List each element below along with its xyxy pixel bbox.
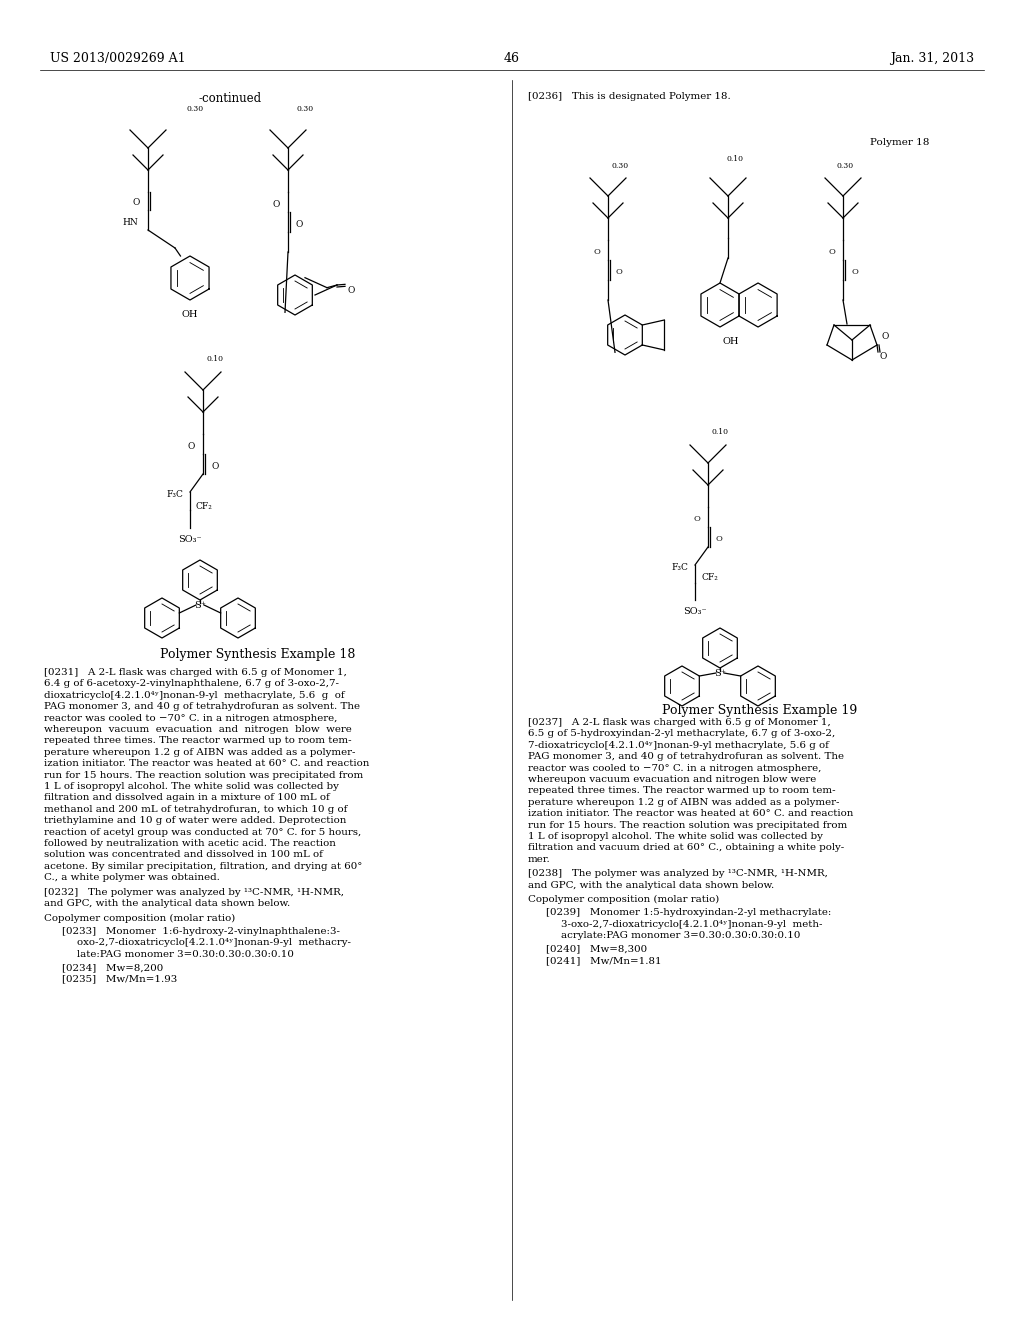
Text: 0.10: 0.10 xyxy=(207,355,223,363)
Text: O: O xyxy=(133,198,140,207)
Text: and GPC, with the analytical data shown below.: and GPC, with the analytical data shown … xyxy=(528,880,774,890)
Text: perature whereupon 1.2 g of AIBN was added as a polymer-: perature whereupon 1.2 g of AIBN was add… xyxy=(528,797,840,807)
Text: followed by neutralization with acetic acid. The reaction: followed by neutralization with acetic a… xyxy=(44,840,336,847)
Text: PAG monomer 3, and 40 g of tetrahydrofuran as solvent. The: PAG monomer 3, and 40 g of tetrahydrofur… xyxy=(528,752,844,762)
Text: [0238]   The polymer was analyzed by ¹³C-NMR, ¹H-NMR,: [0238] The polymer was analyzed by ¹³C-N… xyxy=(528,869,827,878)
Text: -continued: -continued xyxy=(199,92,261,106)
Text: acetone. By similar precipitation, filtration, and drying at 60°: acetone. By similar precipitation, filtr… xyxy=(44,862,362,871)
Text: mer.: mer. xyxy=(528,855,551,863)
Text: 0.10: 0.10 xyxy=(726,154,743,162)
Text: 6.4 g of 6-acetoxy-2-vinylnaphthalene, 6.7 g of 3-oxo-2,7-: 6.4 g of 6-acetoxy-2-vinylnaphthalene, 6… xyxy=(44,680,339,689)
Text: 0.30: 0.30 xyxy=(186,106,204,114)
Text: O: O xyxy=(593,248,600,256)
Text: Copolymer composition (molar ratio): Copolymer composition (molar ratio) xyxy=(528,895,719,904)
Text: oxo-2,7-dioxatricyclo[4.2.1.0⁴ʸ]nonan-9-yl  methacry-: oxo-2,7-dioxatricyclo[4.2.1.0⁴ʸ]nonan-9-… xyxy=(77,939,351,948)
Text: repeated three times. The reactor warmed up to room tem-: repeated three times. The reactor warmed… xyxy=(528,787,836,796)
Text: Polymer Synthesis Example 18: Polymer Synthesis Example 18 xyxy=(161,648,355,661)
Text: [0236]   This is designated Polymer 18.: [0236] This is designated Polymer 18. xyxy=(528,92,731,102)
Text: O: O xyxy=(616,268,623,276)
Text: perature whereupon 1.2 g of AIBN was added as a polymer-: perature whereupon 1.2 g of AIBN was add… xyxy=(44,748,355,756)
Text: 0.30: 0.30 xyxy=(837,162,854,170)
Text: HN: HN xyxy=(122,218,138,227)
Text: run for 15 hours. The reaction solution was precipitated from: run for 15 hours. The reaction solution … xyxy=(528,821,847,829)
Text: [0232]   The polymer was analyzed by ¹³C-NMR, ¹H-NMR,: [0232] The polymer was analyzed by ¹³C-N… xyxy=(44,887,344,896)
Text: [0233]   Monomer  1:6-hydroxy-2-vinylnaphthalene:3-: [0233] Monomer 1:6-hydroxy-2-vinylnaphth… xyxy=(62,927,340,936)
Text: [0235]   Mw/Mn=1.93: [0235] Mw/Mn=1.93 xyxy=(62,974,177,983)
Text: reactor was cooled to −70° C. in a nitrogen atmosphere,: reactor was cooled to −70° C. in a nitro… xyxy=(528,763,821,772)
Text: 0.10: 0.10 xyxy=(712,428,728,436)
Text: O: O xyxy=(211,462,218,471)
Text: O: O xyxy=(882,333,890,341)
Text: triethylamine and 10 g of water were added. Deprotection: triethylamine and 10 g of water were add… xyxy=(44,816,346,825)
Text: O: O xyxy=(347,286,354,296)
Text: O: O xyxy=(828,248,835,256)
Text: late:PAG monomer 3=0.30:0.30:0.30:0.10: late:PAG monomer 3=0.30:0.30:0.30:0.10 xyxy=(77,949,294,958)
Text: reaction of acetyl group was conducted at 70° C. for 5 hours,: reaction of acetyl group was conducted a… xyxy=(44,828,361,837)
Text: [0241]   Mw/Mn=1.81: [0241] Mw/Mn=1.81 xyxy=(546,956,662,965)
Text: O: O xyxy=(272,201,280,209)
Text: whereupon vacuum evacuation and nitrogen blow were: whereupon vacuum evacuation and nitrogen… xyxy=(528,775,816,784)
Text: S⁺: S⁺ xyxy=(194,601,206,610)
Text: run for 15 hours. The reaction solution was precipitated from: run for 15 hours. The reaction solution … xyxy=(44,771,364,780)
Text: 1 L of isopropyl alcohol. The white solid was collected by: 1 L of isopropyl alcohol. The white soli… xyxy=(44,781,339,791)
Text: repeated three times. The reactor warmed up to room tem-: repeated three times. The reactor warmed… xyxy=(44,737,351,746)
Text: whereupon  vacuum  evacuation  and  nitrogen  blow  were: whereupon vacuum evacuation and nitrogen… xyxy=(44,725,352,734)
Text: F₃C: F₃C xyxy=(166,490,183,499)
Text: [0239]   Monomer 1:5-hydroxyindan-2-yl methacrylate:: [0239] Monomer 1:5-hydroxyindan-2-yl met… xyxy=(546,908,831,917)
Text: SO₃⁻: SO₃⁻ xyxy=(178,535,202,544)
Text: Polymer Synthesis Example 19: Polymer Synthesis Example 19 xyxy=(663,704,858,717)
Text: solution was concentrated and dissolved in 100 mL of: solution was concentrated and dissolved … xyxy=(44,850,323,859)
Text: 3-oxo-2,7-dioxatricyclo[4.2.1.0⁴ʸ]nonan-9-yl  meth-: 3-oxo-2,7-dioxatricyclo[4.2.1.0⁴ʸ]nonan-… xyxy=(561,920,822,929)
Text: O: O xyxy=(296,220,303,228)
Text: reactor was cooled to −70° C. in a nitrogen atmosphere,: reactor was cooled to −70° C. in a nitro… xyxy=(44,714,337,722)
Text: filtration and dissolved again in a mixture of 100 mL of: filtration and dissolved again in a mixt… xyxy=(44,793,330,803)
Text: methanol and 200 mL of tetrahydrofuran, to which 10 g of: methanol and 200 mL of tetrahydrofuran, … xyxy=(44,805,347,814)
Text: US 2013/0029269 A1: US 2013/0029269 A1 xyxy=(50,51,185,65)
Text: [0231]   A 2-L flask was charged with 6.5 g of Monomer 1,: [0231] A 2-L flask was charged with 6.5 … xyxy=(44,668,347,677)
Text: CF₂: CF₂ xyxy=(196,502,213,511)
Text: Copolymer composition (molar ratio): Copolymer composition (molar ratio) xyxy=(44,913,236,923)
Text: [0237]   A 2-L flask was charged with 6.5 g of Monomer 1,: [0237] A 2-L flask was charged with 6.5 … xyxy=(528,718,830,727)
Text: O: O xyxy=(851,268,858,276)
Text: and GPC, with the analytical data shown below.: and GPC, with the analytical data shown … xyxy=(44,899,290,908)
Text: OH: OH xyxy=(723,337,739,346)
Text: ization initiator. The reactor was heated at 60° C. and reaction: ization initiator. The reactor was heate… xyxy=(528,809,853,818)
Text: O: O xyxy=(880,352,888,360)
Text: 0.30: 0.30 xyxy=(611,162,629,170)
Text: F₃C: F₃C xyxy=(671,564,688,572)
Text: 0.30: 0.30 xyxy=(296,106,313,114)
Text: ization initiator. The reactor was heated at 60° C. and reaction: ization initiator. The reactor was heate… xyxy=(44,759,370,768)
Text: O: O xyxy=(716,535,723,543)
Text: Polymer 18: Polymer 18 xyxy=(870,139,930,147)
Text: O: O xyxy=(693,515,700,523)
Text: filtration and vacuum dried at 60° C., obtaining a white poly-: filtration and vacuum dried at 60° C., o… xyxy=(528,843,844,853)
Text: S⁺: S⁺ xyxy=(714,668,726,677)
Text: SO₃⁻: SO₃⁻ xyxy=(683,607,707,616)
Text: Jan. 31, 2013: Jan. 31, 2013 xyxy=(890,51,974,65)
Text: acrylate:PAG monomer 3=0.30:0.30:0.30:0.10: acrylate:PAG monomer 3=0.30:0.30:0.30:0.… xyxy=(561,931,801,940)
Text: 46: 46 xyxy=(504,51,520,65)
Text: 6.5 g of 5-hydroxyindan-2-yl methacrylate, 6.7 g of 3-oxo-2,: 6.5 g of 5-hydroxyindan-2-yl methacrylat… xyxy=(528,730,836,738)
Text: [0234]   Mw=8,200: [0234] Mw=8,200 xyxy=(62,964,163,972)
Text: 1 L of isopropyl alcohol. The white solid was collected by: 1 L of isopropyl alcohol. The white soli… xyxy=(528,832,823,841)
Text: PAG monomer 3, and 40 g of tetrahydrofuran as solvent. The: PAG monomer 3, and 40 g of tetrahydrofur… xyxy=(44,702,360,711)
Text: OH: OH xyxy=(181,310,199,319)
Text: [0240]   Mw=8,300: [0240] Mw=8,300 xyxy=(546,945,647,953)
Text: CF₂: CF₂ xyxy=(701,573,718,582)
Text: C., a white polymer was obtained.: C., a white polymer was obtained. xyxy=(44,874,220,882)
Text: O: O xyxy=(187,442,195,451)
Text: 7-dioxatricyclo[4.2.1.0⁴ʸ]nonan-9-yl methacrylate, 5.6 g of: 7-dioxatricyclo[4.2.1.0⁴ʸ]nonan-9-yl met… xyxy=(528,741,828,750)
Text: dioxatricyclo[4.2.1.0⁴ʸ]nonan-9-yl  methacrylate, 5.6  g  of: dioxatricyclo[4.2.1.0⁴ʸ]nonan-9-yl metha… xyxy=(44,690,345,700)
